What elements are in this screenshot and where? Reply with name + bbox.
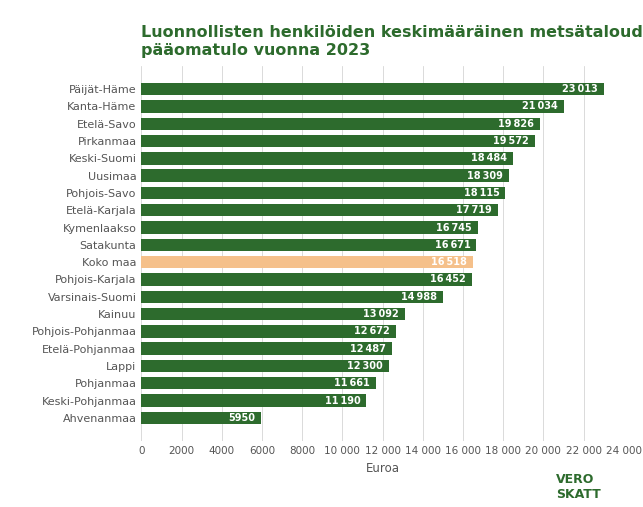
Text: 16 518: 16 518 [431,257,467,267]
Bar [141,377,376,389]
Text: 12 300: 12 300 [347,361,383,371]
Text: 11 190: 11 190 [325,395,360,406]
Text: 18 309: 18 309 [467,171,503,180]
Bar [141,152,513,165]
Bar [141,256,473,268]
Text: 19 826: 19 826 [498,119,534,129]
Text: 19 572: 19 572 [493,136,529,146]
Bar [141,308,404,320]
Text: 12 672: 12 672 [354,327,390,336]
Text: 16 452: 16 452 [430,274,466,284]
Text: 16 671: 16 671 [435,240,471,250]
Bar [141,83,604,95]
Bar [141,273,472,285]
Text: 17 719: 17 719 [456,205,491,215]
Bar [141,291,442,303]
Bar [141,169,509,182]
Text: SKATT: SKATT [556,488,601,501]
Bar [141,100,564,113]
Bar [141,118,540,130]
Text: 5950: 5950 [228,413,255,423]
Text: 23 013: 23 013 [562,84,598,94]
Bar [141,342,392,355]
Text: 13 092: 13 092 [363,309,399,319]
Bar [141,187,505,199]
Bar [141,325,396,338]
X-axis label: Euroa: Euroa [366,461,399,475]
Bar [141,135,535,148]
Bar [141,394,367,407]
Text: Luonnollisten henkilöiden keskimääräinen metsätalouden puhdas
pääomatulo vuonna : Luonnollisten henkilöiden keskimääräinen… [141,25,643,58]
Text: 14 988: 14 988 [401,292,437,302]
Text: 18 115: 18 115 [464,188,500,198]
Text: 18 484: 18 484 [471,154,507,163]
Text: 21 034: 21 034 [522,101,558,112]
Bar [141,239,476,251]
Text: 12 487: 12 487 [350,344,386,353]
Bar [141,204,498,216]
Bar [141,359,388,372]
Bar [141,412,261,424]
Text: 11 661: 11 661 [334,378,370,388]
Bar [141,222,478,234]
Text: 16 745: 16 745 [436,223,472,233]
Text: ✂: ✂ [490,475,507,494]
Text: VERO: VERO [556,473,595,486]
